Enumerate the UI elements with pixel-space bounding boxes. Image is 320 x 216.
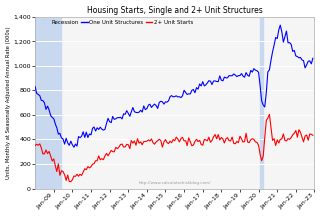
Y-axis label: Units, Monthly at Seasonally Adjusted Annual Rate (000s): Units, Monthly at Seasonally Adjusted An… [5, 26, 11, 179]
Title: Housing Starts, Single and 2+ Unit Structures: Housing Starts, Single and 2+ Unit Struc… [87, 6, 263, 14]
Legend: Recession, One Unit Structures, 2+ Unit Starts: Recession, One Unit Structures, 2+ Unit … [41, 18, 195, 27]
Text: http://www.calculatedriskblog.com/: http://www.calculatedriskblog.com/ [139, 181, 211, 185]
Bar [260, 17, 263, 189]
Bar [34, 17, 61, 189]
